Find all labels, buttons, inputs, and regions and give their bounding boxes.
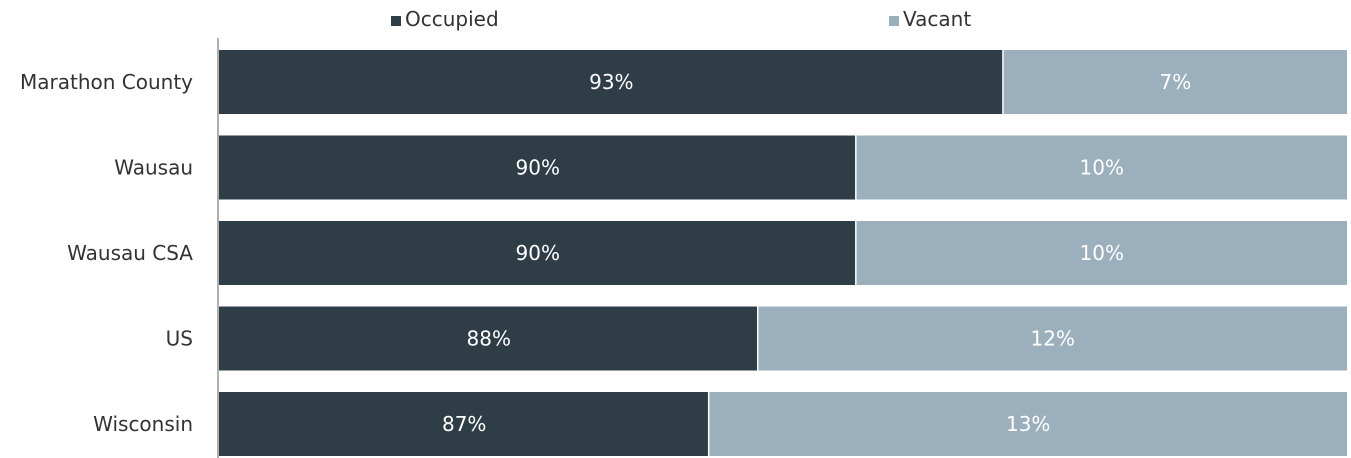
bars: 93% 7% 90% 10% 90% 10% 88% 12% 87% 13% bbox=[219, 50, 1347, 456]
bar-occupied-3 bbox=[219, 306, 757, 371]
legend-swatch-occupied bbox=[391, 16, 401, 26]
bar-occupied-0 bbox=[219, 50, 1003, 114]
bar-vacant-3 bbox=[758, 306, 1347, 371]
bar-occupied-1 bbox=[219, 135, 856, 200]
bar-vacant-2 bbox=[856, 221, 1347, 285]
data-label-occupied-1: 90% bbox=[516, 156, 560, 180]
legend-label-occupied: Occupied bbox=[405, 7, 499, 31]
bar-vacant-4 bbox=[709, 392, 1347, 456]
category-label-1: Wausau bbox=[114, 156, 193, 180]
data-label-vacant-3: 12% bbox=[1031, 327, 1075, 351]
legend: Occupied Vacant bbox=[391, 7, 971, 31]
legend-label-vacant: Vacant bbox=[903, 7, 971, 31]
data-label-vacant-1: 10% bbox=[1080, 156, 1124, 180]
data-label-vacant-2: 10% bbox=[1080, 241, 1124, 265]
data-label-occupied-4: 87% bbox=[442, 412, 486, 436]
data-label-occupied-2: 90% bbox=[516, 241, 560, 265]
data-label-occupied-3: 88% bbox=[467, 327, 511, 351]
bar-vacant-0 bbox=[1003, 50, 1347, 114]
category-label-3: US bbox=[166, 327, 193, 351]
bar-vacant-1 bbox=[856, 135, 1347, 200]
category-label-0: Marathon County bbox=[20, 70, 193, 94]
data-label-vacant-4: 13% bbox=[1006, 412, 1050, 436]
data-label-vacant-0: 7% bbox=[1159, 70, 1191, 94]
bar-occupied-2 bbox=[219, 221, 856, 285]
category-label-2: Wausau CSA bbox=[67, 241, 193, 265]
legend-swatch-vacant bbox=[889, 16, 899, 26]
category-labels: Marathon County Wausau Wausau CSA US Wiscons… bbox=[20, 70, 193, 436]
data-label-occupied-0: 93% bbox=[589, 70, 633, 94]
category-label-4: Wisconsin bbox=[93, 412, 193, 436]
bar-occupied-4 bbox=[219, 392, 708, 456]
